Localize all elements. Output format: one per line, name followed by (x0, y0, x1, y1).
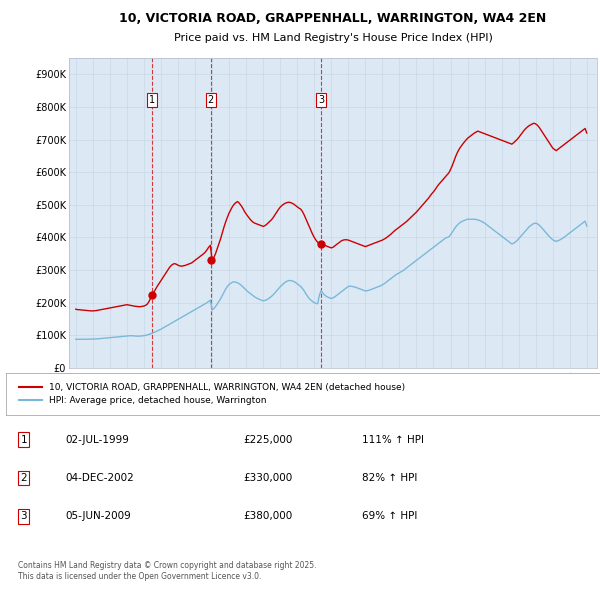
Text: 3: 3 (20, 512, 27, 522)
Text: 82% ↑ HPI: 82% ↑ HPI (362, 473, 418, 483)
Text: Price paid vs. HM Land Registry's House Price Index (HPI): Price paid vs. HM Land Registry's House … (173, 33, 493, 43)
Legend: 10, VICTORIA ROAD, GRAPPENHALL, WARRINGTON, WA4 2EN (detached house), HPI: Avera: 10, VICTORIA ROAD, GRAPPENHALL, WARRINGT… (16, 381, 408, 408)
Text: 111% ↑ HPI: 111% ↑ HPI (362, 435, 424, 445)
Text: 2: 2 (20, 473, 27, 483)
Text: 05-JUN-2009: 05-JUN-2009 (65, 512, 131, 522)
Text: Contains HM Land Registry data © Crown copyright and database right 2025.
This d: Contains HM Land Registry data © Crown c… (18, 561, 316, 581)
Text: 1: 1 (20, 435, 27, 445)
Text: 04-DEC-2002: 04-DEC-2002 (65, 473, 134, 483)
Text: 1: 1 (149, 96, 155, 106)
Text: £330,000: £330,000 (244, 473, 293, 483)
Text: 3: 3 (319, 96, 325, 106)
Text: 10, VICTORIA ROAD, GRAPPENHALL, WARRINGTON, WA4 2EN: 10, VICTORIA ROAD, GRAPPENHALL, WARRINGT… (119, 11, 547, 25)
Text: £380,000: £380,000 (244, 512, 293, 522)
Text: £225,000: £225,000 (244, 435, 293, 445)
Text: 02-JUL-1999: 02-JUL-1999 (65, 435, 129, 445)
Text: 2: 2 (208, 96, 214, 106)
Text: 69% ↑ HPI: 69% ↑ HPI (362, 512, 418, 522)
